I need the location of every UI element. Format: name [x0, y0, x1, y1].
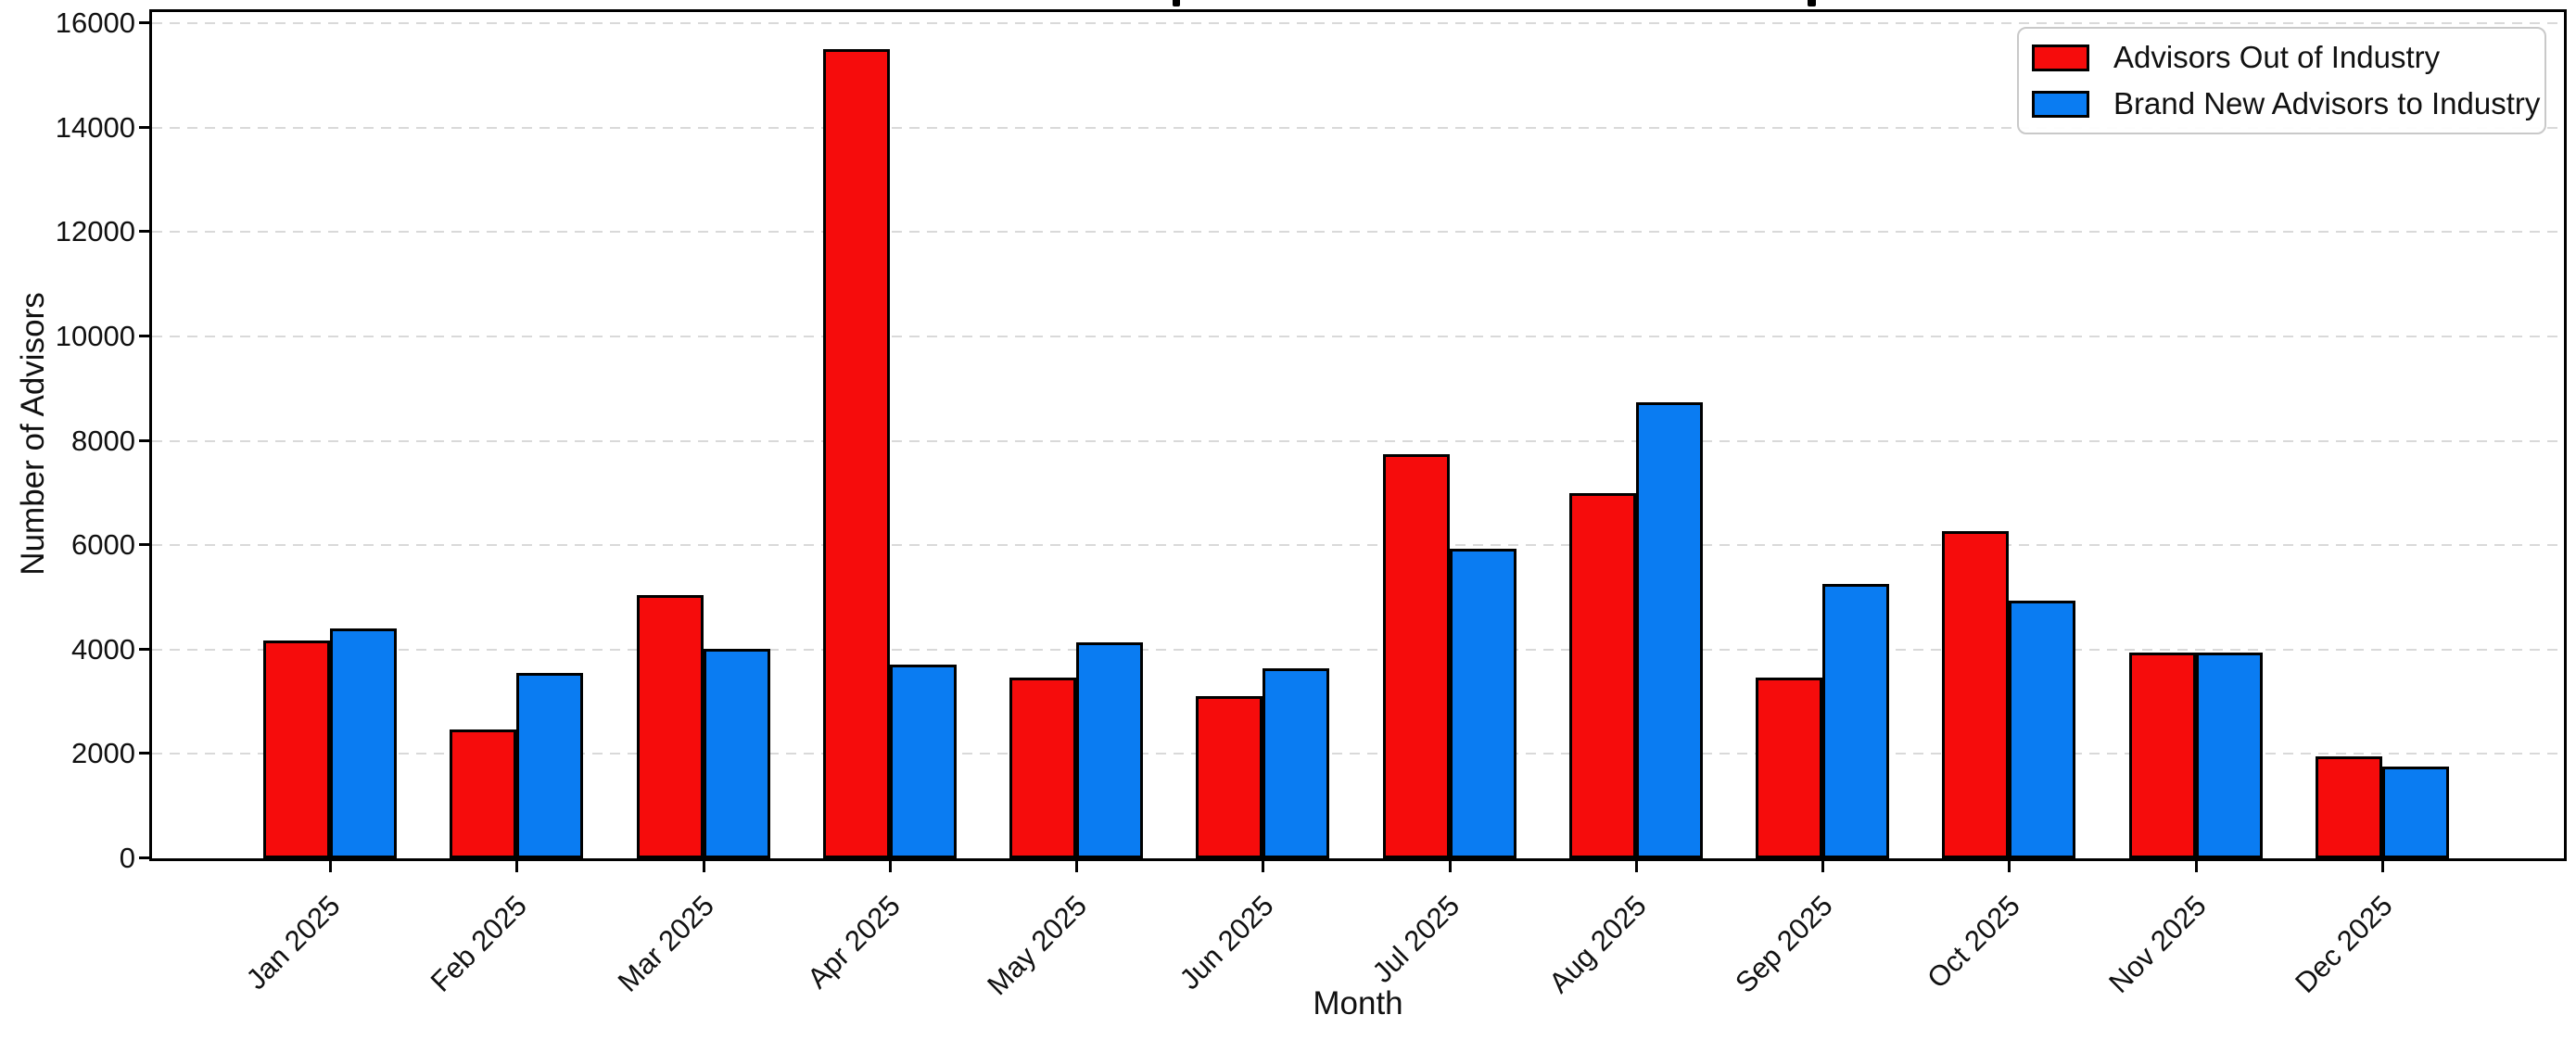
- x-tick-label-may-2025: May 2025: [981, 889, 1094, 1002]
- y-tick-label-12000: 12000: [55, 215, 135, 248]
- title-descender-mark: [1808, 0, 1816, 6]
- gridline-16000: [152, 22, 2564, 24]
- bar-brand-new-advisors-to-industry-jun-2025: [1263, 668, 1330, 858]
- y-axis-title: Number of Advisors: [15, 292, 51, 576]
- plot-inner: [152, 12, 2564, 858]
- title-descender-mark: [1173, 0, 1180, 6]
- x-tick-mark: [329, 861, 332, 872]
- bar-brand-new-advisors-to-industry-dec-2025: [2381, 766, 2449, 858]
- y-tick-label-6000: 6000: [71, 528, 135, 562]
- legend-entry-advisors-out: Advisors Out of Industry: [2032, 40, 2544, 75]
- x-tick-mark: [702, 861, 705, 872]
- bar-brand-new-advisors-to-industry-mar-2025: [703, 648, 770, 858]
- legend-swatch-blue-icon: [2032, 90, 2089, 118]
- bar-brand-new-advisors-to-industry-jan-2025: [330, 628, 397, 858]
- y-tick-mark: [139, 543, 152, 547]
- legend-swatch-red-icon: [2032, 44, 2089, 71]
- y-tick-label-4000: 4000: [71, 632, 135, 666]
- bar-brand-new-advisors-to-industry-sep-2025: [1822, 583, 1890, 858]
- legend-entry-brand-new: Brand New Advisors to Industry: [2032, 86, 2544, 121]
- y-tick-label-8000: 8000: [71, 424, 135, 457]
- bar-brand-new-advisors-to-industry-may-2025: [1076, 641, 1144, 858]
- bar-advisors-out-of-industry-apr-2025: [822, 49, 890, 858]
- gridline-6000: [152, 544, 2564, 547]
- y-tick-label-2000: 2000: [71, 737, 135, 770]
- x-tick-mark: [1821, 861, 1825, 872]
- bar-advisors-out-of-industry-mar-2025: [636, 595, 704, 858]
- legend-label: Advisors Out of Industry: [2113, 40, 2441, 74]
- y-tick-mark: [139, 21, 152, 24]
- bar-brand-new-advisors-to-industry-aug-2025: [1635, 402, 1703, 858]
- gridline-10000: [152, 335, 2564, 337]
- bar-advisors-out-of-industry-aug-2025: [1568, 492, 1636, 858]
- bar-advisors-out-of-industry-jul-2025: [1382, 453, 1450, 858]
- bar-brand-new-advisors-to-industry-jul-2025: [1449, 549, 1516, 858]
- plot-area: [149, 9, 2567, 861]
- x-tick-mark: [515, 861, 519, 872]
- gridline-8000: [152, 439, 2564, 442]
- x-tick-label-aug-2025: Aug 2025: [1542, 889, 1653, 999]
- y-tick-label-16000: 16000: [55, 6, 135, 39]
- x-tick-label-apr-2025: Apr 2025: [801, 889, 907, 996]
- y-tick-mark: [139, 230, 152, 234]
- bar-advisors-out-of-industry-dec-2025: [2315, 756, 2382, 858]
- y-tick-label-0: 0: [119, 842, 135, 874]
- x-tick-mark: [2194, 861, 2198, 872]
- y-tick-label-14000: 14000: [55, 110, 135, 144]
- y-tick-mark: [139, 438, 152, 442]
- x-tick-mark: [1634, 861, 1638, 872]
- y-tick-mark: [139, 752, 152, 755]
- x-tick-mark: [1075, 861, 1079, 872]
- x-tick-label-jan-2025: Jan 2025: [240, 889, 348, 996]
- bar-advisors-out-of-industry-sep-2025: [1756, 677, 1823, 858]
- bar-advisors-out-of-industry-jun-2025: [1196, 696, 1263, 858]
- bar-advisors-out-of-industry-may-2025: [1009, 678, 1077, 858]
- bar-advisors-out-of-industry-jan-2025: [263, 640, 330, 858]
- x-tick-label-dec-2025: Dec 2025: [2289, 889, 2400, 999]
- x-tick-mark: [2380, 861, 2384, 872]
- legend: Advisors Out of Industry Brand New Advis…: [2017, 27, 2546, 134]
- y-tick-mark: [139, 647, 152, 651]
- x-axis-title: Month: [1313, 985, 1403, 1021]
- x-tick-mark: [1262, 861, 1265, 872]
- x-tick-label-oct-2025: Oct 2025: [1920, 889, 2026, 996]
- x-tick-mark: [1448, 861, 1452, 872]
- x-tick-mark: [2008, 861, 2011, 872]
- x-tick-label-jun-2025: Jun 2025: [1173, 889, 1280, 996]
- bar-advisors-out-of-industry-oct-2025: [1942, 530, 2010, 858]
- y-tick-mark: [139, 334, 152, 337]
- bar-advisors-out-of-industry-nov-2025: [2128, 652, 2196, 858]
- gridline-2000: [152, 753, 2564, 755]
- gridline-12000: [152, 231, 2564, 234]
- x-tick-label-sep-2025: Sep 2025: [1729, 889, 1840, 999]
- y-tick-mark: [139, 856, 152, 859]
- x-tick-label-feb-2025: Feb 2025: [424, 889, 534, 998]
- gridline-14000: [152, 126, 2564, 129]
- x-tick-label-mar-2025: Mar 2025: [611, 889, 720, 998]
- bar-brand-new-advisors-to-industry-nov-2025: [2195, 652, 2263, 858]
- bar-brand-new-advisors-to-industry-oct-2025: [2009, 600, 2076, 858]
- x-tick-label-nov-2025: Nov 2025: [2102, 889, 2213, 999]
- gridline-4000: [152, 648, 2564, 651]
- y-tick-mark: [139, 125, 152, 129]
- y-tick-label-10000: 10000: [55, 319, 135, 352]
- bar-brand-new-advisors-to-industry-apr-2025: [889, 665, 957, 858]
- x-tick-mark: [888, 861, 892, 872]
- legend-label: Brand New Advisors to Industry: [2113, 86, 2541, 120]
- bar-brand-new-advisors-to-industry-feb-2025: [516, 672, 584, 858]
- bar-advisors-out-of-industry-feb-2025: [450, 729, 517, 858]
- x-tick-label-jul-2025: Jul 2025: [1366, 889, 1466, 989]
